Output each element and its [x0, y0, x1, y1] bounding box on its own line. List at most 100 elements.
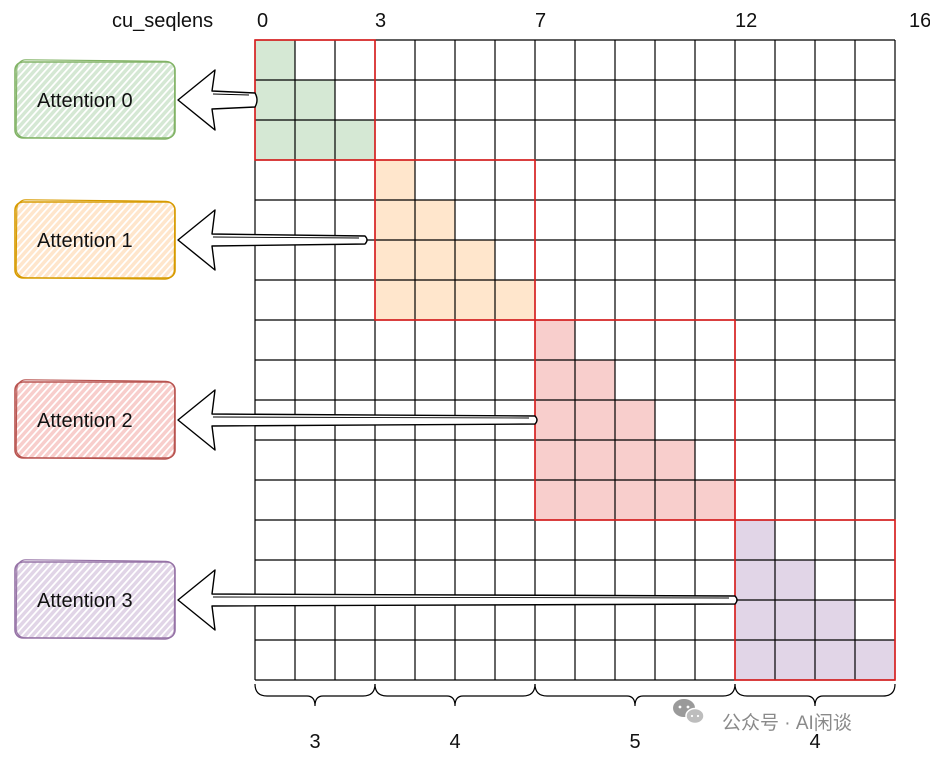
hatch-line [35, 202, 107, 278]
hatch-line [105, 202, 175, 278]
hatch-line [98, 62, 170, 138]
arrow-3 [177, 569, 738, 631]
hatch-line [42, 202, 114, 278]
hatch-line [21, 382, 93, 458]
mask-cell-seq-3 [735, 640, 775, 680]
hatch-line [0, 202, 7, 278]
mask-cell-seq-3 [775, 640, 815, 680]
hatch-line [77, 62, 149, 138]
hatch-line [15, 382, 72, 458]
cu-seqlens-tick: 3 [375, 10, 386, 32]
cu-seqlens-tick: 12 [735, 10, 757, 32]
attention-boxes: Attention 0 Attention 1 Attention 2 Attenti… [0, 59, 176, 640]
hatch-line [63, 202, 135, 278]
block-outline-1 [374, 159, 536, 321]
hatch-line [133, 202, 175, 278]
hatch-line [15, 382, 44, 458]
hatch-line [112, 202, 175, 278]
hatch-line [15, 202, 79, 278]
hatch-line [98, 382, 170, 458]
hatch-line [133, 562, 175, 638]
hatch-line [126, 62, 175, 138]
hatch-line [35, 382, 107, 458]
hatch-line [15, 562, 37, 638]
hatch-line [15, 62, 72, 138]
hatch-line [21, 202, 93, 278]
hatch-line [84, 202, 156, 278]
hatch-line [28, 562, 100, 638]
hatch-line [119, 202, 175, 278]
hatch-line [77, 202, 149, 278]
hatch-line [77, 382, 149, 458]
hatch-line [0, 62, 7, 138]
length-label-2: 5 [629, 731, 640, 753]
hatch-line [126, 382, 175, 458]
hatch-line [15, 62, 37, 138]
mask-cell-seq-2 [535, 360, 575, 400]
hatch-line [42, 382, 114, 458]
mask-cell-seq-3 [735, 520, 775, 560]
hatch-line [70, 382, 142, 458]
box-outline-sketch [15, 559, 176, 640]
hatch-line [15, 382, 58, 458]
hatch-line [15, 202, 58, 278]
hatch-line [35, 62, 107, 138]
hatch-line [21, 62, 93, 138]
hatch-line [15, 562, 44, 638]
mask-cell-seq-3 [735, 600, 775, 640]
mask-cell-seq-1 [495, 280, 535, 320]
length-brace-1 [374, 683, 536, 707]
attention-box-label: Attention 1 [37, 230, 133, 252]
mask-cell-seq-1 [375, 240, 415, 280]
hatch-line [154, 202, 175, 278]
hatch-line [15, 62, 58, 138]
hatch-line [15, 62, 86, 138]
arrows [177, 69, 738, 631]
hatch-line [15, 202, 72, 278]
mask-cell-seq-3 [855, 640, 895, 680]
hatch-line [15, 562, 86, 638]
hatch-line [140, 382, 175, 458]
hatch-line [35, 562, 107, 638]
hatch-line [15, 382, 65, 458]
hatch-line [70, 202, 142, 278]
hatch-line [119, 382, 175, 458]
hatch-line [63, 562, 135, 638]
arrow-1 [177, 209, 368, 271]
hatch-line [49, 62, 121, 138]
mask-cell-seq-1 [375, 280, 415, 320]
hatch-line [63, 382, 135, 458]
arrow-sketch-2 [212, 416, 530, 419]
cu-seqlens-ticks: 0 3 7 12 16 [257, 10, 930, 32]
hatch-line [133, 382, 175, 458]
hatch-line [56, 562, 128, 638]
mask-cell-seq-1 [415, 280, 455, 320]
hatch-line [15, 382, 79, 458]
watermark: 公众号 · AI闲谈 [673, 699, 852, 734]
hatch-line [98, 202, 170, 278]
cu-seqlens-label: cu_seqlens [112, 10, 213, 32]
mask-cell-seq-0 [255, 80, 295, 120]
hatch-line [84, 62, 156, 138]
hatch-line [126, 202, 175, 278]
hatch-line [15, 562, 79, 638]
attention-box-label: Attention 2 [37, 410, 133, 432]
hatch-line [70, 562, 142, 638]
box-outline-sketch [15, 379, 176, 460]
hatch-line [42, 62, 114, 138]
hatch-line [140, 202, 175, 278]
mask-cell-seq-2 [535, 440, 575, 480]
length-label-1: 4 [449, 731, 460, 753]
hatch-line [0, 562, 7, 638]
mask-cell-seq-0 [295, 120, 335, 160]
hatch-line [140, 562, 175, 638]
box-outline-sketch [15, 199, 176, 280]
mask-cell-seq-2 [575, 480, 615, 520]
hatch-line [112, 62, 175, 138]
hatch-line [91, 62, 163, 138]
hatch-line [119, 562, 175, 638]
hatch-line [63, 62, 135, 138]
mask-cell-seq-0 [335, 120, 375, 160]
attention-box-label: Attention 3 [37, 590, 133, 612]
attention-box-0: Attention 0 [0, 59, 176, 140]
